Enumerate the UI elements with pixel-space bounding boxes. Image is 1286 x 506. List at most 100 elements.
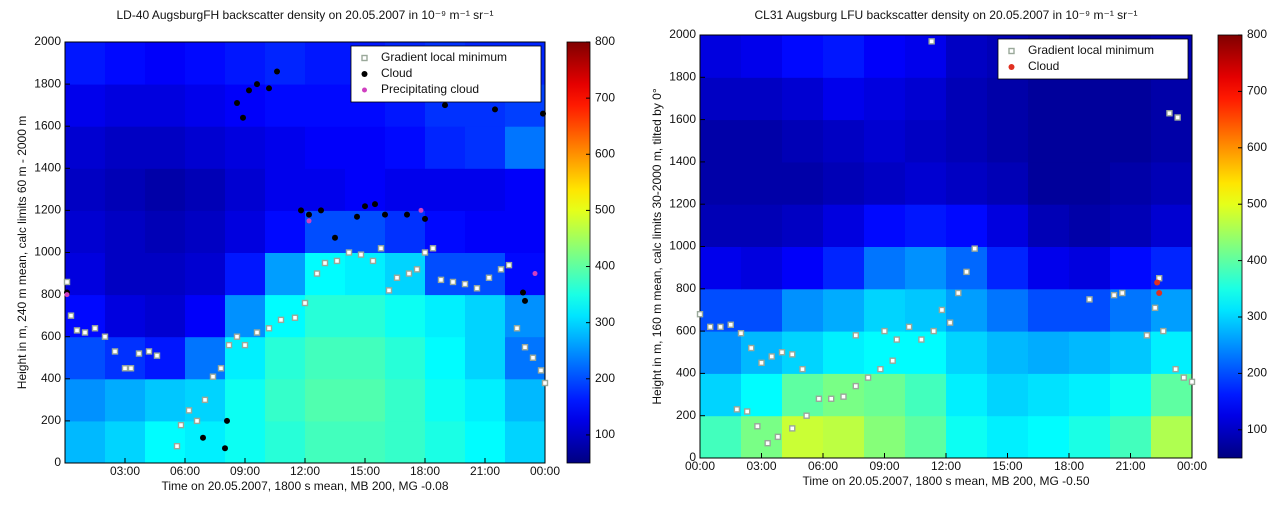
y-tick-label: 200 [41,413,61,427]
heat-cell [987,161,1029,205]
data-point [1188,378,1196,386]
heat-cell [1110,246,1152,290]
data-point [485,274,493,281]
colorbar-tick-label: 800 [595,34,615,48]
panel: LD-40 AugsburgFH backscatter density on … [15,8,615,493]
data-point [91,325,99,332]
heat-cell [185,336,226,380]
heat-cell [905,35,947,78]
heat-cell [1028,415,1070,459]
data-point [193,417,201,425]
data-point [963,268,970,276]
heat-cell [305,210,346,253]
heat-cell [864,161,906,205]
heat-cell [905,204,947,247]
heat-cell [864,288,906,332]
data-point [799,365,806,373]
x-tick-label: 12:00 [931,459,961,473]
heat-cell [1151,331,1193,374]
data-point [758,359,765,367]
data-point [301,299,309,307]
heat-cell [105,378,146,422]
heat-cell [265,42,306,85]
heat-cell [946,161,988,205]
heat-cell [1151,204,1193,247]
data-point [889,357,896,364]
heat-cell [465,210,506,253]
heat-cell [905,331,947,374]
x-axis-label: Time on 20.05.2007, 1800 s mean, MB 200,… [802,474,1089,488]
data-point [768,353,775,360]
data-point [135,350,143,357]
y-tick-label: 400 [676,366,696,380]
y-tick-label: 2000 [669,27,696,41]
heat-cell [265,252,306,296]
data-point [442,102,448,109]
data-point [828,395,835,402]
heat-cell [505,126,546,169]
heat-cell [385,378,426,422]
data-point [748,344,755,352]
data-point [789,351,796,358]
heat-cell [425,252,466,296]
heat-cell [465,378,506,422]
colorbar-tick-label: 200 [1247,366,1267,380]
data-point [404,211,410,218]
heat-cell [946,35,988,78]
heat-cell [987,119,1029,163]
heat-cell [741,119,783,163]
data-point [81,329,89,336]
y-tick-label: 1000 [669,239,696,253]
heat-cell [425,378,466,422]
colorbar-tick-label: 700 [595,90,615,104]
data-point [321,259,329,267]
heat-cell [946,119,988,163]
heat-cell [425,420,466,464]
data-point [306,218,312,224]
y-tick-label: 1800 [34,76,61,90]
data-point [274,68,280,75]
data-point [413,266,421,273]
data-point [382,211,388,218]
data-point [1119,289,1126,297]
data-point [852,382,859,390]
data-point [306,211,312,218]
y-tick-label: 1600 [34,118,61,132]
heat-cell [345,252,386,296]
heat-cell [700,161,742,205]
heat-cell [1069,288,1111,332]
data-point [185,407,193,414]
data-point [437,276,445,284]
heat-cell [265,126,306,169]
data-point [421,249,429,256]
data-point [241,341,249,349]
x-tick-label: 00:00 [685,459,715,473]
legend-marker [361,54,368,62]
heat-cell [946,415,988,459]
data-point [461,280,469,288]
heat-cell [1069,204,1111,247]
y-tick-label: 400 [41,371,61,385]
heat-cell [265,378,306,422]
heat-cell [345,378,386,422]
heat-cell [105,168,146,211]
heat-cell [700,331,742,374]
heat-cell [987,288,1029,332]
heat-cell [505,252,546,296]
data-point [918,336,925,343]
data-point [101,333,109,340]
heat-cell [265,84,306,127]
data-point [224,417,230,424]
colorbar-tick-label: 500 [595,203,615,217]
data-point [393,274,401,281]
legend-label: Gradient local minimum [381,50,507,64]
heat-cell [1151,415,1193,459]
data-point [520,289,526,296]
data-point [877,365,884,373]
heat-cell [741,331,783,374]
heat-cell [946,331,988,374]
data-point [864,374,872,381]
data-point [73,327,81,334]
data-point [234,100,240,107]
